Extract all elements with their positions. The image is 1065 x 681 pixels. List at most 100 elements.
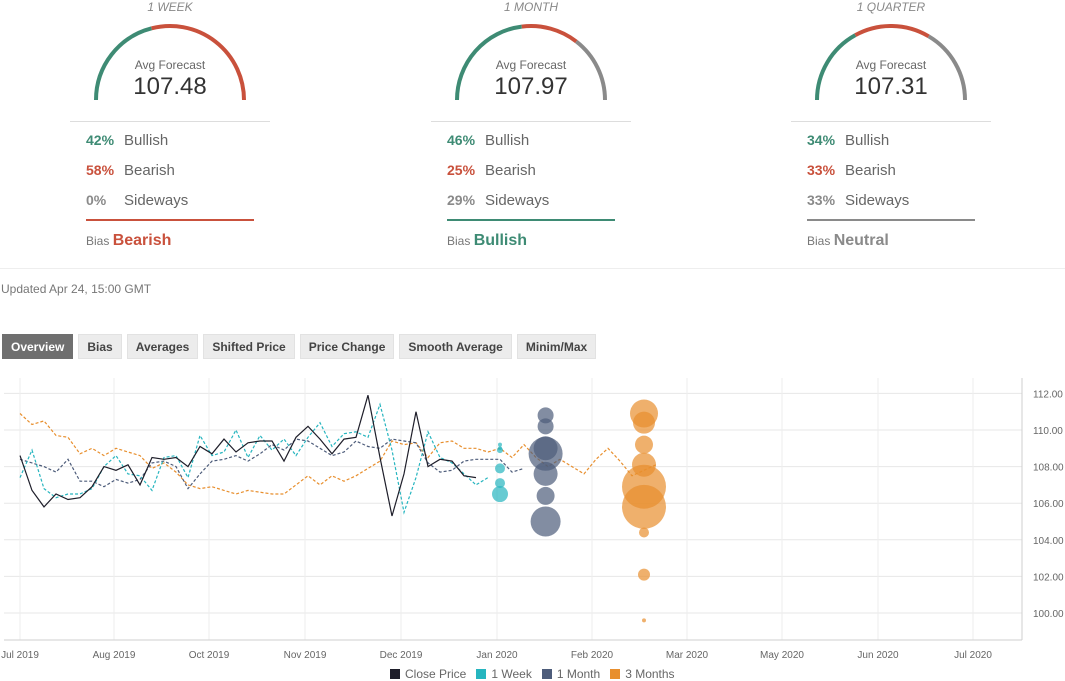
forecast-dot (537, 407, 554, 424)
stat-percent: 29% (447, 192, 476, 208)
legend-item-3-months[interactable]: 3 Months (610, 667, 675, 681)
gauge-segment (94, 26, 153, 101)
bias-value: Bullish (473, 232, 528, 249)
forecast-panel: 1 QUARTER Avg Forecast 107.31 34% Bullish 33%… (791, 0, 1051, 262)
stat-label: Sideways (845, 192, 910, 209)
legend-item-close-price[interactable]: Close Price (390, 667, 466, 681)
avg-forecast-value: 107.31 (854, 73, 928, 100)
stat-percent: 58% (86, 162, 115, 178)
panel-divider (70, 121, 270, 122)
stat-row-sideways: 0% Sideways (86, 192, 188, 209)
legend-swatch (610, 669, 621, 679)
stat-row-sideways: 33% Sideways (807, 192, 909, 209)
legend-label: 3 Months (625, 667, 675, 681)
y-tick-label: 102.00 (1033, 572, 1064, 583)
forecast-dot (497, 447, 503, 454)
gauge-segment (927, 34, 967, 101)
gauge-segment (455, 24, 522, 101)
period-label: 1 MONTH (504, 0, 558, 14)
tab-price-change[interactable]: Price Change (299, 334, 395, 359)
stat-row-bullish: 34% Bullish (807, 132, 889, 149)
legend-item-1-week[interactable]: 1 Week (476, 667, 532, 681)
stat-label: Bullish (845, 132, 890, 149)
forecast-gauge (815, 24, 967, 101)
stat-row-bearish: 33% Bearish (807, 162, 896, 179)
bias-underline (447, 219, 615, 221)
forecast-chart: 112.00 110.00 108.00 106.00 104.00 102.00 100.… (1, 378, 1064, 661)
bias-value: Neutral (833, 232, 889, 249)
tab-shifted-price[interactable]: Shifted Price (203, 334, 295, 359)
forecast-dot (639, 527, 649, 538)
y-tick-label: 110.00 (1033, 426, 1063, 437)
bias-underline (86, 219, 254, 221)
gauge-caption: Avg Forecast (495, 58, 567, 72)
forecast-dot (533, 461, 558, 486)
tab-overview[interactable]: Overview (2, 334, 74, 359)
x-tick-label: Jul 2019 (1, 650, 39, 661)
bias-label: Bias (86, 234, 113, 248)
stat-label: Bearish (845, 162, 896, 179)
legend-swatch (541, 669, 552, 679)
x-tick-label: Jan 2020 (476, 650, 518, 661)
x-tick-label: Nov 2019 (284, 650, 327, 661)
stat-percent: 0% (86, 192, 107, 208)
tab-bias[interactable]: Bias (78, 334, 122, 359)
x-tick-label: Aug 2019 (93, 650, 136, 661)
series-line-close-price (19, 395, 477, 517)
bias-underline (807, 219, 975, 221)
forecast-dot (536, 486, 555, 505)
forecast-dot (633, 411, 655, 434)
stat-label: Bearish (485, 162, 536, 179)
forecast-dot (498, 442, 502, 447)
stat-percent: 33% (807, 162, 836, 178)
x-tick-label: May 2020 (760, 650, 804, 661)
gauge-caption: Avg Forecast (855, 58, 927, 72)
gauge-segment (151, 24, 246, 101)
forecast-dot (537, 418, 554, 435)
avg-forecast-value: 107.48 (133, 73, 207, 100)
stat-label: Sideways (124, 192, 189, 209)
tab-minim-max[interactable]: Minim/Max (516, 334, 597, 359)
tab-averages[interactable]: Averages (126, 334, 199, 359)
stat-row-bearish: 25% Bearish (447, 162, 536, 179)
stat-percent: 25% (447, 162, 476, 178)
bias-row: Bias Bullish (447, 232, 527, 250)
chart-legend: Close Price 1 Week 1 Month 3 Months (390, 667, 675, 681)
period-label: 1 WEEK (147, 0, 193, 14)
bias-label: Bias (447, 234, 474, 248)
stat-percent: 33% (807, 192, 836, 208)
legend-label: 1 Month (556, 667, 601, 681)
avg-forecast-value: 107.97 (494, 73, 568, 100)
forecast-gauge (455, 24, 607, 101)
chart-tabs: Overview Bias Averages Shifted Price Price C… (2, 334, 597, 359)
stat-row-sideways: 29% Sideways (447, 192, 549, 209)
bias-row: Bias Neutral (807, 232, 889, 250)
bias-value: Bearish (112, 232, 172, 249)
forecast-dot (638, 568, 650, 581)
legend-item-1-month[interactable]: 1 Month (541, 667, 601, 681)
stat-row-bullish: 46% Bullish (447, 132, 529, 149)
y-tick-label: 100.00 (1033, 609, 1064, 620)
gauge-segment (521, 24, 578, 44)
y-tick-label: 108.00 (1033, 463, 1064, 474)
legend-swatch (476, 669, 487, 679)
tab-smooth-average[interactable]: Smooth Average (399, 334, 512, 359)
period-label: 1 QUARTER (856, 0, 926, 14)
forecast-dot (622, 484, 666, 529)
panel-divider (791, 121, 991, 122)
stat-row-bearish: 58% Bearish (86, 162, 175, 179)
gauge-segment (575, 39, 607, 101)
bias-label: Bias (807, 234, 834, 248)
y-tick-label: 112.00 (1033, 389, 1063, 400)
series-line-1-month (19, 438, 525, 490)
forecast-dot (528, 436, 563, 471)
forecast-dot (495, 478, 505, 489)
bias-row: Bias Bearish (86, 232, 171, 250)
section-divider (0, 268, 1065, 269)
forecast-dot (530, 506, 561, 537)
x-tick-label: Jul 2020 (954, 650, 992, 661)
panel-divider (431, 121, 631, 122)
gauge-segment (815, 33, 857, 101)
forecast-gauge (94, 24, 246, 101)
legend-label: 1 Week (491, 667, 532, 681)
